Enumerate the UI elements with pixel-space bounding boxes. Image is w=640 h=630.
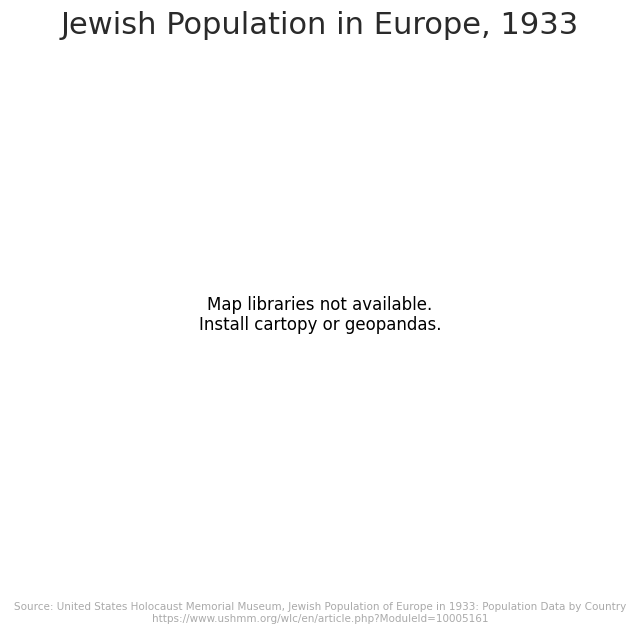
Text: Source: United States Holocaust Memorial Museum, Jewish Population of Europe in : Source: United States Holocaust Memorial…	[14, 602, 626, 624]
Title: Jewish Population in Europe, 1933: Jewish Population in Europe, 1933	[61, 11, 579, 40]
Text: Map libraries not available.
Install cartopy or geopandas.: Map libraries not available. Install car…	[199, 295, 441, 335]
